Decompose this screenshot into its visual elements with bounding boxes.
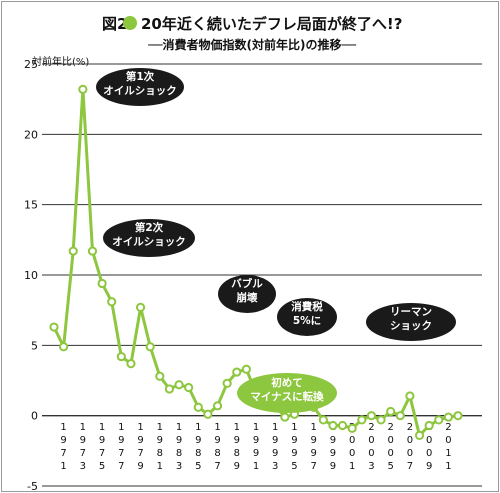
y-axis-label: 対前年比(%) <box>32 55 89 68</box>
callout-text: オイルショック <box>112 236 186 248</box>
annotations: 第1次オイルショック第2次オイルショックバブル崩壊消費税5%にリーマンショック初… <box>96 68 456 413</box>
data-point <box>212 401 223 411</box>
callout-text: バブル <box>231 277 263 290</box>
title-text: 20年近く続いたデフレ局面が終了へ!? <box>141 15 402 33</box>
gridlines <box>42 63 482 487</box>
callout-text: リーマン <box>390 306 432 318</box>
data-point <box>347 423 357 433</box>
y-tick-label: 10 <box>24 269 38 282</box>
data-point <box>414 430 425 440</box>
data-point <box>49 322 59 332</box>
callout-bubble <box>277 298 337 336</box>
y-tick-label: 5 <box>31 339 38 352</box>
data-point <box>126 359 136 369</box>
data-point <box>405 391 415 401</box>
data-point <box>155 371 165 381</box>
y-tick-label: 20 <box>24 128 38 141</box>
callout-text: 崩壊 <box>237 291 258 304</box>
data-point <box>232 367 242 377</box>
data-point <box>184 382 194 393</box>
y-tick-label: 25 <box>24 58 38 71</box>
figure-label: 図2 <box>102 15 127 33</box>
y-tick-label: 15 <box>24 199 38 212</box>
data-point <box>68 246 78 256</box>
callout-bubble <box>103 219 195 257</box>
data-point <box>145 342 155 352</box>
data-point <box>366 411 377 421</box>
data-point <box>386 406 396 417</box>
data-point <box>87 246 98 256</box>
callout-bubble <box>96 68 184 106</box>
y-tick-labels: 25 20 15 10 5 0 -5 <box>24 58 38 491</box>
data-point <box>443 412 453 422</box>
subtitle-text: ──消費者物価指数(対前年比)の推移── <box>147 37 357 52</box>
callout-bubble <box>218 275 276 313</box>
data-point <box>203 409 213 419</box>
title-dot-icon <box>123 16 137 30</box>
data-point <box>222 378 232 388</box>
data-point <box>78 84 88 94</box>
data-point <box>357 415 367 425</box>
callout-text: 5%に <box>293 315 321 327</box>
callout-text: 消費税 <box>291 300 323 313</box>
data-point <box>116 351 126 362</box>
data-point <box>337 420 348 431</box>
data-point <box>424 420 434 431</box>
data-point <box>97 278 107 289</box>
callout-text: ショック <box>390 320 432 332</box>
callout-text: 初めて <box>271 376 303 389</box>
chart-title: 図2 20年近く続いたデフレ局面が終了へ!? ──消費者物価指数(対前年比)の推… <box>102 15 402 52</box>
data-point <box>453 411 463 421</box>
data-point <box>318 415 328 425</box>
data-point <box>135 302 146 312</box>
data-point <box>434 415 444 425</box>
callout-bubble <box>366 303 456 341</box>
x-tick-labels: 1 9 7 1 1 9 7 3 1 9 7 5 1 9 7 7 1 9 7 9 1 9 8 1 1 9 8 3 1 9 8 5 1 9 8 7 1 9 8 9… <box>60 422 451 472</box>
annotation-callout: 消費税 5%に <box>277 298 337 336</box>
data-point <box>174 380 184 390</box>
callout-text: マイナスに転換 <box>250 390 324 403</box>
data-point <box>328 420 338 431</box>
callout-text: 第2次 <box>135 221 164 234</box>
callout-text: 第1次 <box>126 70 155 83</box>
data-point <box>241 364 251 374</box>
y-tick-label: 0 <box>31 410 38 423</box>
data-point <box>193 402 203 412</box>
callout-text: オイルショック <box>103 85 177 97</box>
callout-bubble <box>237 373 337 413</box>
data-point <box>107 297 117 307</box>
data-point <box>395 411 405 421</box>
data-point <box>164 384 175 394</box>
y-tick-label: -5 <box>27 480 38 491</box>
data-point <box>376 415 386 425</box>
data-point <box>280 412 290 422</box>
data-point <box>59 342 69 352</box>
